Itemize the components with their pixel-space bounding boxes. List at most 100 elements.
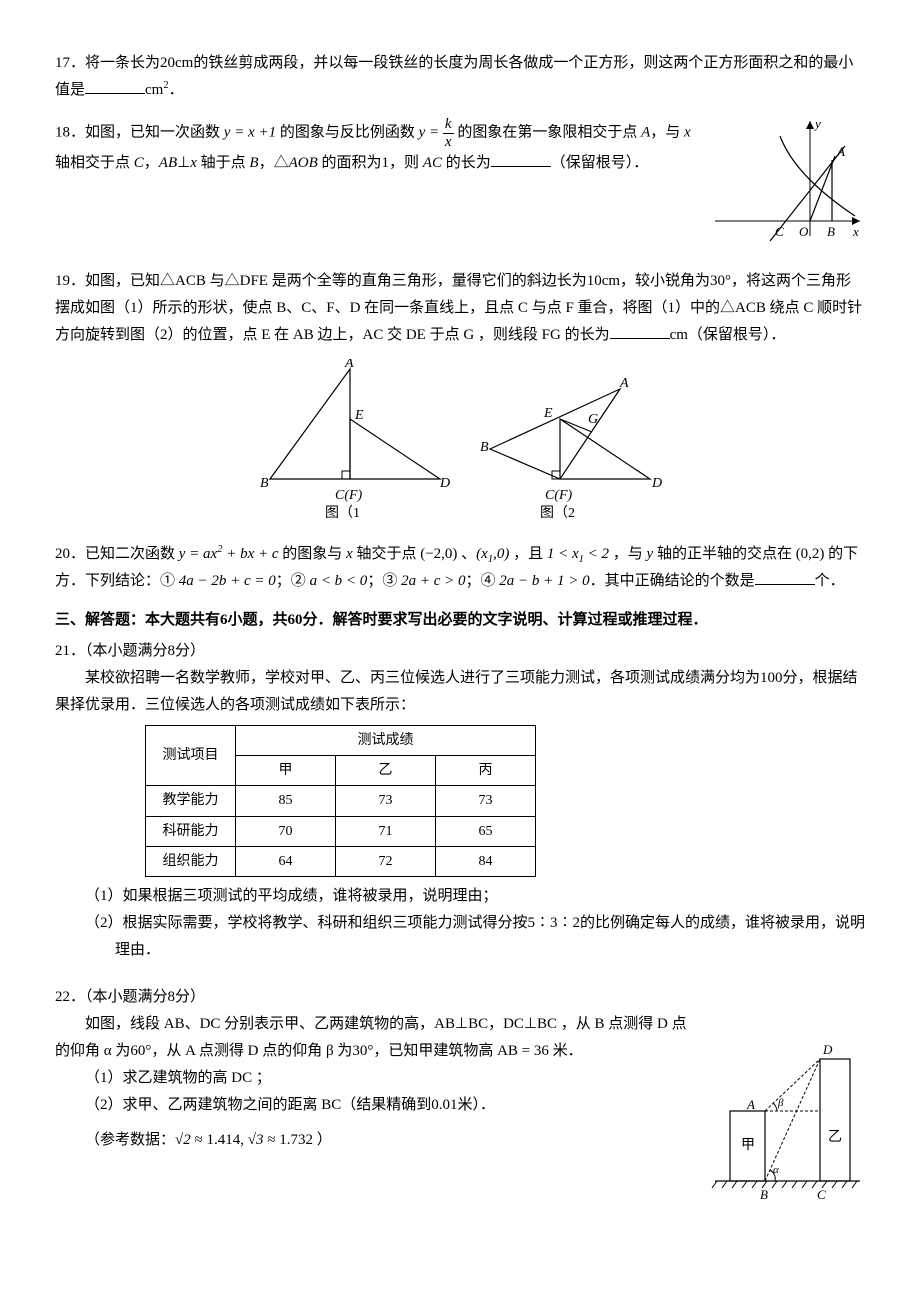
q18-A-label: A bbox=[836, 144, 845, 159]
svg-text:乙: 乙 bbox=[828, 1129, 842, 1145]
question-20: 20．已知二次函数 y = ax2 + bx + c 的图象与 x 轴交于点 (… bbox=[55, 541, 865, 595]
row1-c2: 65 bbox=[436, 816, 536, 846]
svg-text:α: α bbox=[773, 1164, 779, 1176]
q17-number: 17． bbox=[55, 55, 85, 71]
row1-c1: 71 bbox=[336, 816, 436, 846]
svg-text:β: β bbox=[777, 1097, 784, 1109]
question-22: 22．（本小题满分8分） A B C D 甲 乙 α β 如图，线段 AB、DC… bbox=[55, 984, 865, 1221]
q19-number: 19． bbox=[55, 273, 85, 289]
svg-text:图（2: 图（2 bbox=[540, 505, 575, 519]
row0-c1: 73 bbox=[336, 786, 436, 816]
svg-text:甲: 甲 bbox=[741, 1138, 755, 1153]
q18-x-label: x bbox=[852, 224, 859, 239]
q18-AOB: AOB bbox=[289, 155, 318, 171]
table-row: 科研能力 70 71 65 bbox=[146, 816, 536, 846]
svg-text:E: E bbox=[354, 408, 364, 423]
q20-c2: a < b < 0 bbox=[310, 573, 368, 589]
q20-pt2b: ,0) bbox=[493, 546, 509, 562]
th-main: 测试项目 bbox=[146, 726, 236, 786]
q18-figure: y x A C O B bbox=[715, 116, 865, 256]
svg-text:B: B bbox=[760, 1187, 768, 1202]
question-17: 17．将一条长为20cm的铁丝剪成两段，并以每一段铁丝的长度为周长各做成一个正方… bbox=[55, 50, 865, 104]
row2-c0: 64 bbox=[236, 846, 336, 876]
q18-frac: kx bbox=[443, 116, 454, 150]
q18-x1: x bbox=[684, 124, 691, 140]
q18-perp: ⊥ bbox=[177, 155, 190, 171]
q20-number: 20． bbox=[55, 546, 85, 562]
q18-frac-den: x bbox=[443, 134, 454, 151]
q18-p8: ， bbox=[259, 155, 274, 171]
row2-c2: 84 bbox=[436, 846, 536, 876]
q20-tail: 个． bbox=[815, 573, 845, 589]
th-col-0: 甲 bbox=[236, 756, 336, 786]
q18-p6: ， bbox=[144, 155, 159, 171]
q20-blank bbox=[755, 570, 815, 585]
q20-p3: 轴交于点 (−2,0) 、 bbox=[353, 546, 476, 562]
q22-sqrt3: √3 bbox=[248, 1132, 264, 1148]
q18-number: 18． bbox=[55, 124, 85, 140]
q18-x2: x bbox=[190, 155, 197, 171]
q21-table-wrap: 测试项目 测试成绩 甲 乙 丙 教学能力 85 73 73 科研能力 70 71… bbox=[145, 725, 865, 877]
q20-p9: ；④ bbox=[465, 573, 499, 589]
q18-A: A bbox=[641, 124, 650, 140]
q19-tail: cm（保留根号）． bbox=[670, 327, 786, 343]
q22-sqrt2: √2 bbox=[175, 1132, 191, 1148]
q20-c3: 2a + c > 0 bbox=[401, 573, 465, 589]
row1-label: 科研能力 bbox=[146, 816, 236, 846]
q18-eq1: y = x +1 bbox=[224, 124, 276, 140]
svg-text:B: B bbox=[260, 476, 269, 491]
q20-eq2: + bx + c bbox=[222, 546, 278, 562]
q20-i1b: < 2 bbox=[584, 546, 609, 562]
q18-frac-num: k bbox=[443, 116, 454, 134]
q20-p2: 的图象与 bbox=[279, 546, 347, 562]
q18-p1: 如图，已知一次函数 bbox=[85, 124, 224, 140]
q21-head: （本小题满分8分） bbox=[85, 643, 205, 659]
q18-p4: ，与 bbox=[650, 124, 684, 140]
q20-p1: 已知二次函数 bbox=[85, 546, 179, 562]
table-row: 组织能力 64 72 84 bbox=[146, 846, 536, 876]
row2-c1: 72 bbox=[336, 846, 436, 876]
q20-pt2a: (x bbox=[476, 546, 488, 562]
q20-eq: y = ax bbox=[179, 546, 217, 562]
q18-p9: 的面积为1，则 bbox=[318, 155, 423, 171]
q18-B: B bbox=[249, 155, 258, 171]
svg-text:E: E bbox=[543, 406, 553, 421]
q18-p3: 的图象在第一象限相交于点 bbox=[454, 124, 642, 140]
q18-p10: 的长为 bbox=[442, 155, 491, 171]
q20-x: x bbox=[346, 546, 353, 562]
row0-c0: 85 bbox=[236, 786, 336, 816]
q21-table: 测试项目 测试成绩 甲 乙 丙 教学能力 85 73 73 科研能力 70 71… bbox=[145, 725, 536, 877]
q21-sub2: （2）根据实际需要，学校将教学、科研和组织三项能力测试得分按5∶3∶2的比例确定… bbox=[85, 910, 865, 964]
q18-AC: AC bbox=[423, 155, 442, 171]
q18-eq2lhs: y = bbox=[419, 124, 440, 140]
row0-c2: 73 bbox=[436, 786, 536, 816]
section-3-title: 三、解答题：本大题共有6小题，共60分．解答时要求写出必要的文字说明、计算过程或… bbox=[55, 607, 865, 634]
q17-blank bbox=[85, 79, 145, 94]
q18-y-label: y bbox=[813, 116, 821, 131]
q18-C: C bbox=[134, 155, 144, 171]
svg-text:C(F): C(F) bbox=[335, 488, 363, 503]
question-18: y x A C O B 18．如图，已知一次函数 y = x +1 的图象与反比… bbox=[55, 116, 865, 256]
svg-text:A: A bbox=[619, 376, 629, 391]
svg-text:C(F): C(F) bbox=[545, 488, 573, 503]
svg-text:D: D bbox=[439, 476, 450, 491]
q20-i1a: 1 < x bbox=[547, 546, 579, 562]
q22-number: 22． bbox=[55, 989, 85, 1005]
th-group: 测试成绩 bbox=[236, 726, 536, 756]
q20-p8: ；③ bbox=[367, 573, 401, 589]
q19-blank bbox=[610, 324, 670, 339]
q20-p7: ；② bbox=[276, 573, 310, 589]
svg-text:图（1: 图（1 bbox=[325, 505, 360, 519]
q20-p5: ，与 bbox=[609, 546, 647, 562]
q17-sup: 2 bbox=[163, 80, 168, 91]
q22-figure: A B C D 甲 乙 α β bbox=[705, 1041, 865, 1221]
q21-body: 某校欲招聘一名数学教师，学校对甲、乙、丙三位候选人进行了三项能力测试，各项测试成… bbox=[55, 665, 865, 719]
q20-p10: ．其中正确结论的个数是 bbox=[590, 573, 755, 589]
table-row: 教学能力 85 73 73 bbox=[146, 786, 536, 816]
svg-text:G: G bbox=[588, 412, 598, 427]
svg-text:D: D bbox=[651, 476, 662, 491]
svg-text:D: D bbox=[822, 1042, 833, 1057]
q21-number: 21． bbox=[55, 643, 85, 659]
table-row: 测试项目 测试成绩 bbox=[146, 726, 536, 756]
q18-AB: AB bbox=[159, 155, 177, 171]
